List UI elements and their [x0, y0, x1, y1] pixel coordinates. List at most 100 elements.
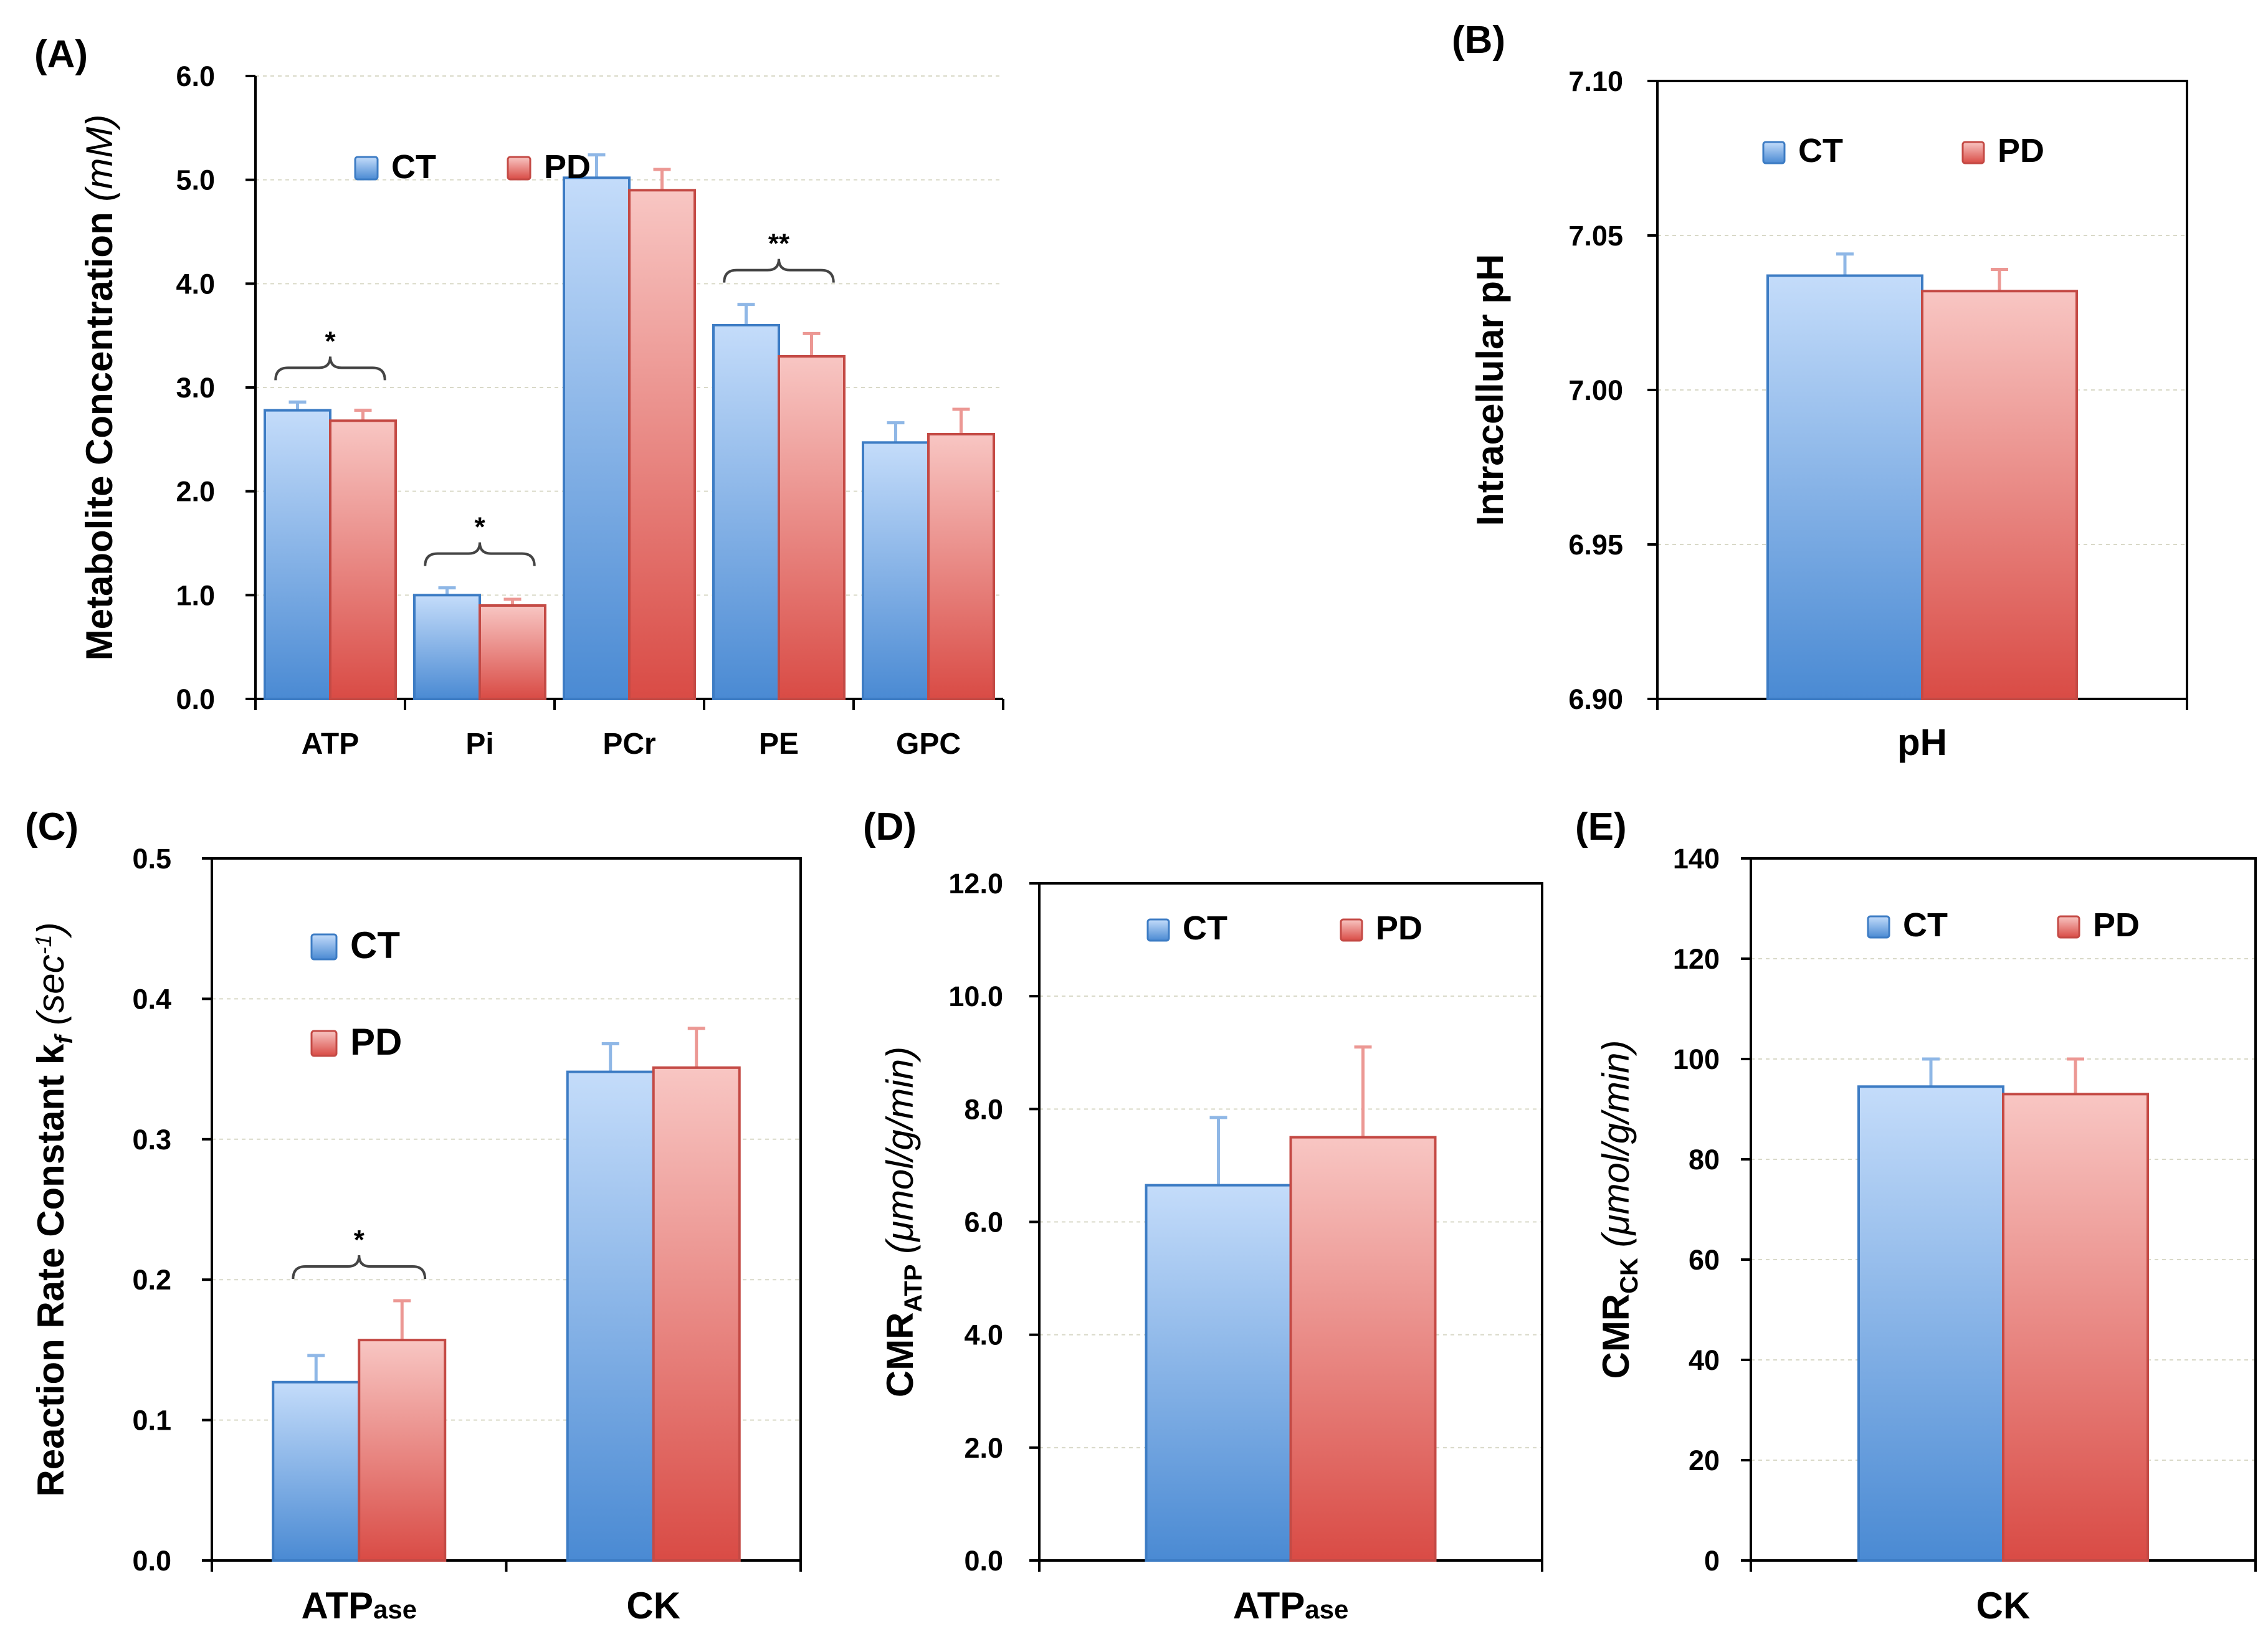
y-tick-label: 0.4: [132, 983, 171, 1015]
y-tick-label: 140: [1673, 843, 1720, 875]
category-label: GPC: [896, 728, 961, 761]
legend-label-pd: PD: [2093, 906, 2140, 944]
y-axis-label: Intracellular pH: [1469, 254, 1511, 526]
legend-swatch-pd: [310, 1030, 338, 1057]
legend-swatch-pd: [2057, 915, 2080, 939]
y-tick-label: 2.0: [964, 1432, 1003, 1464]
significance-bracket: [723, 259, 835, 283]
bar-pd: [1289, 1136, 1437, 1562]
y-tick-label: 4.0: [176, 268, 215, 300]
significance-mark: *: [325, 326, 336, 356]
y-axis-label-main: CMR: [879, 1312, 921, 1397]
y-tick-label: 6.95: [1568, 529, 1623, 561]
significance-mark: **: [768, 229, 790, 259]
y-axis-label-unit: (μmol/g/min): [879, 1047, 921, 1265]
legend-label-pd: PD: [1376, 909, 1422, 947]
legend-swatch-pd: [507, 156, 531, 181]
y-tick-label: 80: [1689, 1144, 1720, 1175]
y-tick-label: 0.2: [132, 1264, 171, 1296]
y-tick-label: 6.0: [176, 60, 215, 92]
y-tick-label: 8.0: [964, 1093, 1003, 1125]
bar-ct: [563, 176, 631, 701]
y-tick-label: 2.0: [176, 476, 215, 508]
legend-swatch-pd: [1340, 918, 1363, 942]
bar-ct: [712, 324, 780, 700]
y-tick-label: 0.1: [132, 1405, 171, 1437]
legend-label-ct: CT: [1183, 909, 1227, 947]
category-label: pH: [1897, 721, 1947, 763]
y-tick-label: 1.0: [176, 579, 215, 611]
y-tick-label: 0.3: [132, 1124, 171, 1156]
bar-ct: [862, 441, 930, 700]
y-axis-label-unit: (μmol/g/min): [1595, 1040, 1637, 1258]
y-axis-label-sub: CK: [1616, 1258, 1643, 1294]
y-tick-label: 7.10: [1568, 65, 1623, 97]
y-axis-label-unit: (mM): [79, 115, 120, 202]
y-tick-label: 20: [1689, 1445, 1720, 1476]
bar-ct: [1145, 1184, 1292, 1562]
category-label: PE: [759, 728, 799, 761]
legend-swatch-ct: [1146, 918, 1170, 942]
panel-label: (B): [1452, 19, 1505, 62]
bar-ct: [264, 409, 331, 701]
category-label: ATP: [302, 728, 359, 761]
y-tick-label: 40: [1689, 1344, 1720, 1376]
y-axis-label: Reaction Rate Constant kf (sec-1): [30, 922, 78, 1496]
significance-mark: *: [354, 1225, 365, 1255]
bar-pd: [652, 1066, 741, 1562]
y-tick-label: 7.00: [1568, 374, 1623, 406]
y-tick-label: 12.0: [948, 868, 1003, 900]
category-label: ATPase: [301, 1585, 417, 1627]
legend-swatch-pd: [1961, 141, 1985, 164]
y-tick-label: 0: [1704, 1545, 1720, 1577]
y-axis-label-sub: ATP: [900, 1264, 927, 1312]
y-axis-label-main: CMR: [1595, 1294, 1637, 1379]
legend-label-ct: CT: [391, 148, 436, 186]
category-label-main: CK: [626, 1585, 680, 1627]
bar-ct: [1766, 274, 1923, 701]
bar-ct: [272, 1380, 361, 1562]
y-axis-label-main: Intracellular pH: [1469, 254, 1511, 526]
legend-label-pd: PD: [350, 1021, 402, 1063]
legend-label-ct: CT: [1798, 132, 1843, 169]
y-axis-label-sup: -1: [31, 934, 56, 954]
y-axis-label-unit: (sec: [30, 954, 72, 1035]
y-tick-label: 100: [1673, 1043, 1720, 1075]
bar-pd: [1921, 290, 2078, 700]
panel-label: (C): [25, 805, 79, 848]
bar-pd: [927, 433, 995, 700]
legend-swatch-ct: [354, 156, 379, 181]
panel-label: (A): [34, 33, 88, 76]
y-tick-label: 5.0: [176, 164, 215, 196]
significance-bracket: [424, 542, 536, 566]
category-label: PCr: [603, 728, 655, 761]
y-axis-label-main: Metabolite Concentration: [79, 202, 120, 661]
bar-pd: [329, 419, 397, 700]
category-label: Pi: [465, 728, 493, 761]
y-axis-label-sub: f: [50, 1033, 78, 1044]
y-axis-label: Metabolite Concentration (mM): [79, 115, 120, 661]
legend-label-pd: PD: [1998, 132, 2044, 169]
bar-pd: [628, 189, 696, 701]
y-tick-label: 10.0: [948, 981, 1003, 1012]
legend-label-ct: CT: [1903, 906, 1948, 944]
significance-bracket: [274, 356, 386, 381]
bar-pd: [2002, 1093, 2149, 1562]
category-label: CK: [1976, 1585, 2031, 1627]
y-tick-label: 4.0: [964, 1319, 1003, 1351]
y-tick-label: 7.05: [1568, 220, 1623, 252]
legend-swatch-ct: [310, 933, 338, 961]
legend-label-ct: CT: [350, 924, 400, 966]
category-label-main: ATP: [1233, 1585, 1305, 1627]
category-label: CK: [626, 1585, 680, 1627]
bar-pd: [358, 1339, 447, 1562]
bar-ct: [1857, 1085, 2004, 1562]
y-tick-label: 0.5: [132, 843, 171, 875]
legend-label-pd: PD: [544, 148, 591, 186]
y-tick-label: 6.90: [1568, 683, 1623, 715]
y-tick-label: 0.0: [132, 1545, 171, 1577]
y-tick-label: 3.0: [176, 372, 215, 404]
significance-mark: *: [474, 512, 485, 543]
y-axis-label: CMRATP (μmol/g/min): [879, 1047, 927, 1397]
